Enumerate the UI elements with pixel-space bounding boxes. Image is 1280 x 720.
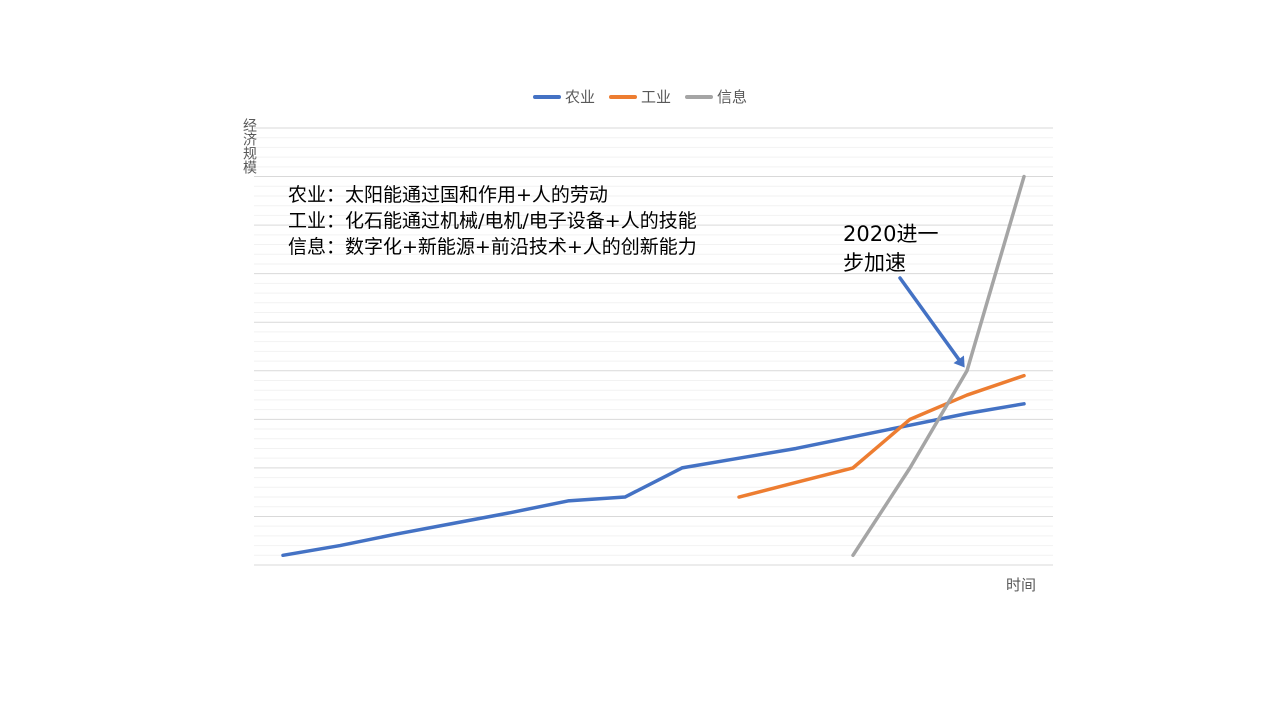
legend-label-agriculture: 农业 (564, 88, 595, 106)
legend-item-agriculture[interactable]: 农业 (532, 86, 595, 107)
callout-arrow-shaft (898, 276, 963, 364)
legend-label-information: 信息 (717, 88, 748, 106)
callout-arrow (898, 276, 965, 368)
note-information: 信息：数字化+新能源+前沿技术+人的创新能力 (288, 236, 697, 258)
note-agriculture: 农业：太阳能通过国和作用+人的劳动 (288, 184, 608, 206)
legend-swatch-information (685, 94, 713, 99)
series-line-0[interactable] (281, 402, 1026, 558)
legend-swatch-agriculture (532, 94, 561, 99)
note-industry: 工业：化石能通过机械/电机/电子设备+人的技能 (288, 210, 697, 232)
legend: 农业 工业 信息 (0, 86, 1280, 107)
legend-label-industry: 工业 (640, 88, 671, 106)
legend-item-information[interactable]: 信息 (685, 86, 747, 107)
x-axis-label: 时间 (1006, 576, 1037, 594)
callout-text: 2020进一步加速 (843, 222, 939, 275)
callout-arrow-head (953, 355, 965, 368)
series-lines (281, 174, 1026, 558)
series-line-1[interactable] (737, 373, 1026, 499)
legend-item-industry[interactable]: 工业 (608, 86, 671, 107)
notes-annotation: 农业：太阳能通过国和作用+人的劳动 工业：化石能通过机械/电机/电子设备+人的技… (288, 182, 697, 260)
series-line-2[interactable] (851, 174, 1026, 558)
legend-swatch-industry (608, 94, 637, 99)
y-axis-label: 经济规模 (241, 118, 257, 174)
gridlines (254, 127, 1053, 566)
